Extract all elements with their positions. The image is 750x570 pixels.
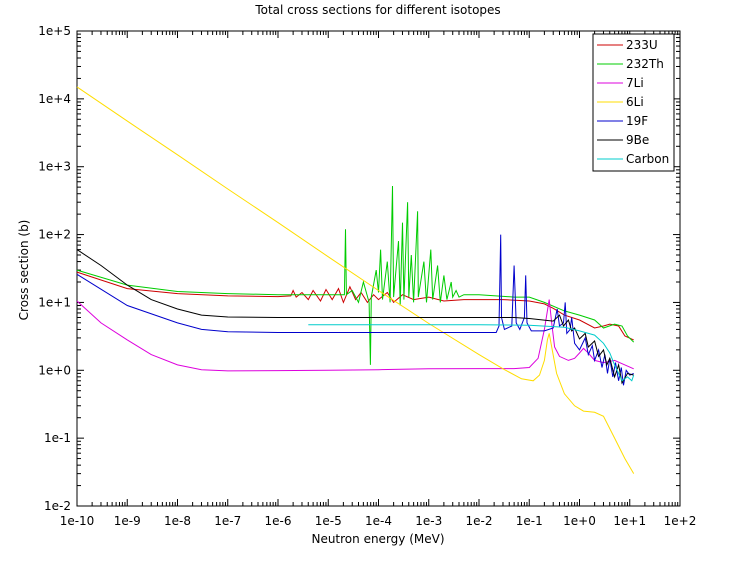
- y-axis-label: Cross section (b): [17, 220, 31, 321]
- legend-label: 7Li: [626, 76, 644, 90]
- x-tick-label: 1e-9: [114, 514, 141, 528]
- y-tick-label: 1e+0: [38, 363, 71, 377]
- series-line-19f: [76, 234, 634, 386]
- y-tick-label: 1e-2: [44, 499, 71, 513]
- legend-label: 6Li: [626, 95, 644, 109]
- legend-label: 232Th: [626, 57, 664, 71]
- legend: 233U 232Th 7Li 6Li 19F 9Be Carbon: [592, 33, 675, 172]
- x-tick-label: 1e-10: [60, 514, 95, 528]
- series-line-6li: [76, 86, 635, 474]
- x-axis-label: Neutron energy (MeV): [311, 532, 444, 546]
- series-line-233u: [76, 271, 634, 341]
- x-tick-label: 1e-1: [516, 514, 543, 528]
- plot-area: [76, 30, 681, 507]
- y-tick-label: 1e+2: [38, 228, 71, 242]
- series-line-232th: [76, 185, 635, 365]
- x-tick-label: 1e+2: [664, 514, 697, 528]
- x-tick-label: 1e-8: [164, 514, 191, 528]
- y-tick-label: 1e+5: [38, 24, 71, 38]
- x-tick-label: 1e+0: [563, 514, 596, 528]
- x-tick-label: 1e-6: [265, 514, 292, 528]
- legend-label: 233U: [626, 38, 658, 52]
- legend-label: 19F: [626, 114, 648, 128]
- series-line-9be: [76, 249, 634, 385]
- x-tick-label: 1e-4: [365, 514, 392, 528]
- series-line-carbon: [308, 324, 635, 382]
- y-tick-label: 1e+3: [38, 160, 71, 174]
- x-tick-label: 1e-5: [315, 514, 342, 528]
- x-tick-label: 1e-3: [415, 514, 442, 528]
- series-lines: [76, 86, 635, 474]
- series-line-7li: [76, 299, 634, 372]
- legend-label: Carbon: [626, 152, 669, 166]
- chart-title: Total cross sections for different isoto…: [254, 3, 500, 17]
- y-tick-label: 1e+4: [38, 92, 71, 106]
- y-tick-label: 1e-1: [44, 431, 71, 445]
- y-tick-label: 1e+1: [38, 295, 71, 309]
- x-tick-label: 1e-7: [214, 514, 241, 528]
- x-tick-label: 1e-2: [466, 514, 493, 528]
- axis-ticks: 1e-10 1e-9 1e-8 1e-7 1e-6 1e-5 1e-4 1e-3 1e-2 1e-…: [38, 24, 696, 528]
- x-tick-label: 1e+1: [613, 514, 646, 528]
- legend-label: 9Be: [626, 133, 649, 147]
